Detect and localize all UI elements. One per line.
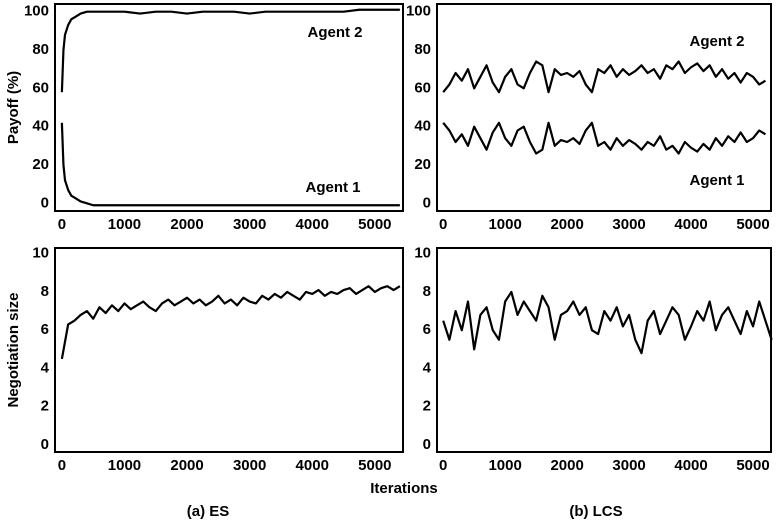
y-tick-label: 6 [41, 321, 49, 338]
x-tick-label: 0 [439, 216, 447, 233]
x-tick-label: 4000 [296, 216, 329, 233]
y-tick-label: 8 [41, 283, 49, 300]
annotation: Agent 1 [305, 179, 360, 196]
x-tick-label: 0 [58, 457, 66, 474]
annotation: Agent 2 [307, 24, 362, 41]
data-line [60, 122, 400, 207]
y-tick-label: 60 [414, 79, 431, 96]
plot-frame [436, 247, 772, 453]
data-line [442, 290, 773, 355]
y-tick-label: 4 [423, 359, 432, 376]
x-tick-label: 5000 [358, 457, 391, 474]
x-tick-label: 3000 [612, 457, 645, 474]
x-tick-label: 5000 [736, 216, 769, 233]
y-tick-label: 0 [423, 436, 431, 453]
x-tick-label: 4000 [674, 216, 707, 233]
data-line [60, 285, 401, 360]
x-tick-label: 2000 [170, 216, 203, 233]
y-tick-label: 100 [24, 3, 49, 20]
annotation: Agent 1 [689, 172, 744, 189]
y-tick-label: 40 [32, 118, 49, 135]
x-axis-label: Iterations [370, 480, 438, 497]
y-axis-label: Negotiation size [5, 292, 22, 407]
x-tick-label: 4000 [296, 457, 329, 474]
x-tick-label: 0 [439, 457, 447, 474]
x-tick-label: 2000 [550, 457, 583, 474]
y-tick-label: 80 [414, 41, 431, 58]
y-tick-label: 10 [414, 245, 431, 262]
x-tick-label: 3000 [233, 457, 266, 474]
x-tick-label: 3000 [612, 216, 645, 233]
y-tick-label: 4 [41, 359, 50, 376]
caption: (b) LCS [569, 503, 622, 520]
data-line [442, 60, 767, 94]
y-tick-label: 6 [423, 321, 431, 338]
plot-frame [436, 3, 772, 212]
y-tick-label: 60 [32, 79, 49, 96]
data-line [442, 121, 767, 155]
y-tick-label: 0 [41, 436, 49, 453]
x-tick-label: 3000 [233, 216, 266, 233]
plot-frame [54, 247, 404, 453]
annotation: Agent 2 [689, 33, 744, 50]
plot-frame [54, 3, 404, 212]
x-tick-label: 1000 [488, 457, 521, 474]
caption: (a) ES [187, 503, 230, 520]
x-tick-label: 1000 [488, 216, 521, 233]
data-line [60, 8, 400, 93]
x-tick-label: 5000 [736, 457, 769, 474]
y-tick-label: 0 [41, 194, 49, 211]
y-tick-label: 10 [32, 245, 49, 262]
x-tick-label: 2000 [170, 457, 203, 474]
x-tick-label: 5000 [358, 216, 391, 233]
y-tick-label: 2 [423, 398, 431, 415]
x-tick-label: 4000 [674, 457, 707, 474]
y-axis-label: Payoff (%) [5, 71, 22, 144]
y-tick-label: 8 [423, 283, 431, 300]
y-tick-label: 100 [406, 3, 431, 20]
y-tick-label: 20 [414, 156, 431, 173]
y-tick-label: 2 [41, 398, 49, 415]
x-tick-label: 2000 [550, 216, 583, 233]
y-tick-label: 0 [423, 194, 431, 211]
x-tick-label: 1000 [108, 457, 141, 474]
y-tick-label: 80 [32, 41, 49, 58]
y-tick-label: 20 [32, 156, 49, 173]
y-tick-label: 40 [414, 118, 431, 135]
x-tick-label: 1000 [108, 216, 141, 233]
x-tick-label: 0 [58, 216, 66, 233]
